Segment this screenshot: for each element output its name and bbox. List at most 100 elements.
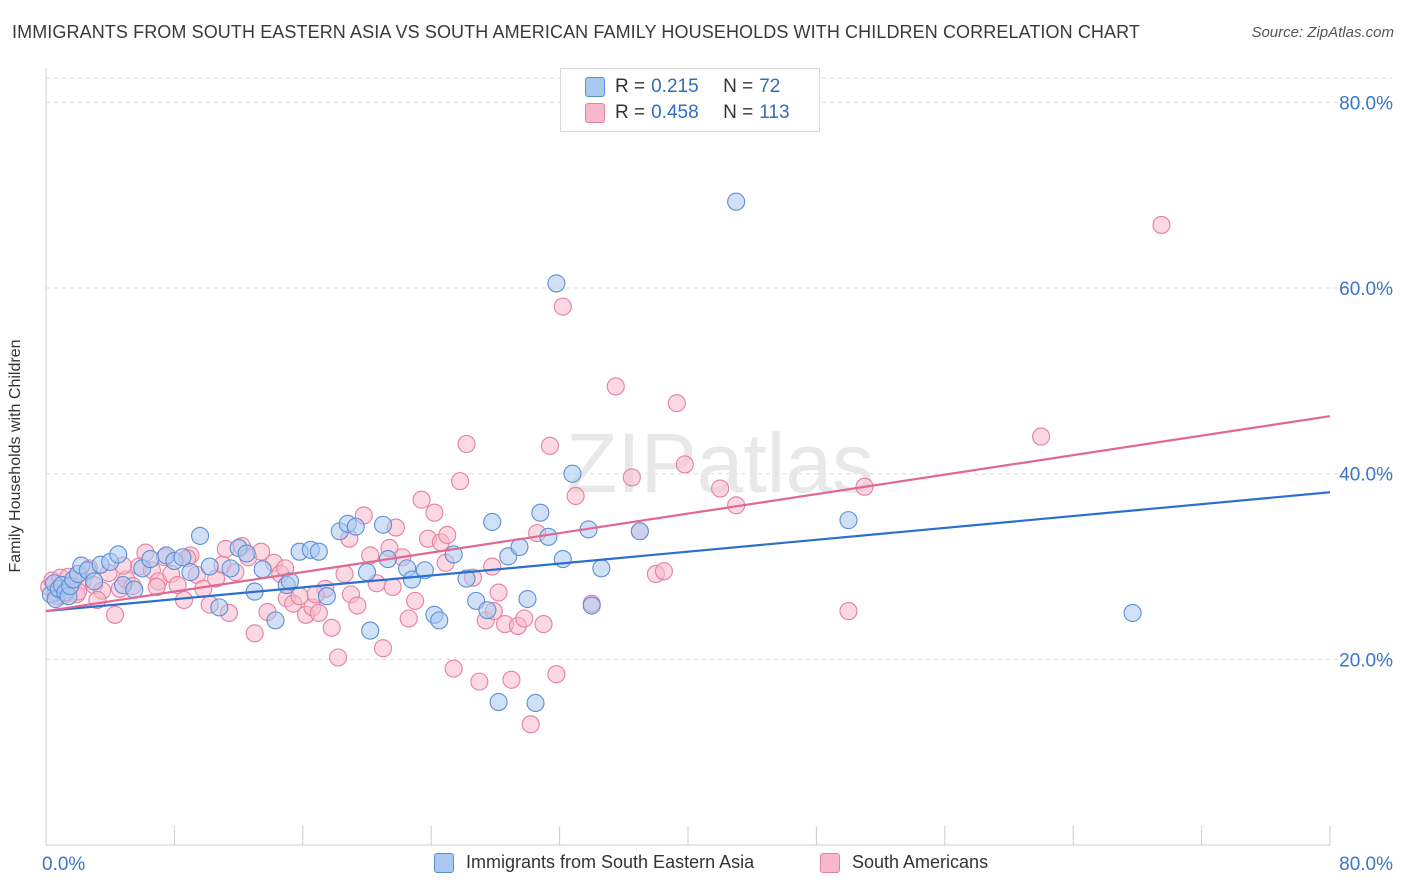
point-asia	[531, 503, 550, 522]
point-asia	[210, 598, 229, 617]
point-asia	[592, 559, 611, 578]
y-axis-label: Family Households with Children	[7, 339, 24, 573]
trend-line-south-americans	[45, 415, 1331, 613]
point-south-americans	[502, 670, 521, 689]
point-asia	[415, 561, 434, 580]
point-south-americans	[147, 577, 166, 597]
series-legend-label-south-americans: South Americans	[852, 852, 989, 872]
point-south-americans	[348, 596, 367, 615]
point-asia	[526, 693, 545, 713]
y-tick-label: 40.0%	[1339, 465, 1393, 486]
x-tick-label: 0.0%	[42, 854, 85, 875]
point-asia	[483, 512, 502, 532]
point-south-americans	[654, 562, 673, 581]
point-asia	[181, 563, 200, 582]
point-south-americans	[515, 609, 534, 628]
point-asia	[266, 611, 285, 630]
point-asia	[373, 515, 393, 534]
point-south-americans	[457, 434, 476, 454]
trend-line-asia	[45, 491, 1331, 613]
point-south-americans	[470, 672, 489, 691]
point-south-americans	[553, 297, 572, 316]
series-legend-label-asia: Immigrants from South Eastern Asia	[466, 852, 755, 872]
legend-swatch-asia	[585, 77, 605, 97]
point-south-americans	[406, 591, 425, 610]
point-south-americans	[444, 659, 463, 678]
point-south-americans	[383, 577, 402, 597]
trend-layer	[45, 415, 1331, 613]
series-legend-item-asia: Immigrants from South Eastern Asia	[434, 852, 754, 873]
point-asia	[839, 511, 858, 530]
point-south-americans	[399, 609, 418, 628]
point-south-americans	[329, 648, 348, 667]
legend-n-label: N =	[723, 102, 754, 123]
point-asia	[346, 517, 365, 536]
point-asia	[237, 544, 256, 563]
point-asia	[109, 545, 128, 564]
point-south-americans	[322, 618, 341, 637]
point-asia	[489, 693, 508, 712]
point-asia	[361, 621, 380, 640]
point-south-americans	[373, 639, 393, 658]
legend-r-value-asia: 0.215	[651, 76, 699, 97]
axis-layer	[45, 68, 1331, 846]
point-south-americans	[489, 583, 508, 602]
legend-n-label: N =	[723, 76, 754, 97]
point-asia	[1123, 603, 1142, 622]
point-asia	[85, 572, 104, 591]
source-credit: Source: ZipAtlas.com	[1251, 24, 1394, 41]
point-asia	[141, 550, 160, 569]
point-south-americans	[451, 472, 470, 491]
point-south-americans	[711, 479, 730, 498]
point-asia	[582, 596, 601, 615]
point-asia	[518, 589, 537, 609]
point-south-americans	[309, 603, 328, 622]
point-asia	[280, 572, 300, 591]
point-south-americans	[667, 394, 686, 413]
point-south-americans	[540, 436, 560, 455]
legend-n-value-asia: 72	[759, 76, 781, 97]
point-south-americans	[606, 377, 625, 396]
point-asia	[317, 587, 336, 606]
point-south-americans	[566, 486, 585, 506]
tick-label-layer: 20.0% 40.0% 60.0% 80.0% 0.0% 80.0%	[42, 93, 1393, 875]
legend-r-label: R =	[615, 76, 646, 97]
points-layer	[40, 192, 1171, 734]
point-south-americans	[534, 615, 553, 634]
series-legend: Immigrants from South Eastern Asia South…	[0, 852, 1406, 876]
point-south-americans	[412, 490, 431, 509]
y-tick-label: 60.0%	[1339, 279, 1393, 300]
legend-swatch-south-americans	[585, 103, 605, 123]
point-asia	[547, 274, 566, 293]
point-south-americans	[438, 525, 457, 545]
point-asia	[478, 601, 497, 620]
point-asia	[630, 522, 649, 541]
legend-r-label: R =	[615, 102, 646, 123]
point-asia	[191, 526, 210, 545]
point-south-americans	[335, 564, 354, 584]
legend-row-asia: R = 0.215 N = 72	[585, 75, 780, 99]
point-asia	[309, 542, 328, 561]
point-south-americans	[675, 455, 694, 474]
series-legend-swatch-south-americans	[820, 852, 840, 873]
point-south-americans	[1152, 215, 1171, 234]
point-south-americans	[622, 468, 641, 487]
point-asia	[563, 464, 582, 483]
point-south-americans	[521, 715, 540, 734]
point-asia	[253, 560, 272, 579]
point-asia	[357, 563, 377, 582]
chart-title: IMMIGRANTS FROM SOUTH EASTERN ASIA VS SO…	[12, 22, 1141, 42]
legend-r-value-south-americans: 0.458	[651, 102, 699, 123]
x-tick-label: 80.0%	[1339, 854, 1393, 875]
legend-row-south-americans: R = 0.458 N = 113	[585, 101, 790, 125]
point-asia	[402, 570, 421, 589]
point-south-americans	[245, 624, 264, 643]
point-south-americans	[425, 503, 444, 522]
point-south-americans	[1032, 427, 1051, 446]
stats-legend: R = 0.215 N = 72 R = 0.458 N = 113	[560, 68, 820, 132]
series-legend-item-south-americans: South Americans	[820, 852, 988, 873]
point-south-americans	[547, 665, 566, 684]
point-south-americans	[483, 557, 502, 576]
point-asia	[430, 611, 449, 630]
